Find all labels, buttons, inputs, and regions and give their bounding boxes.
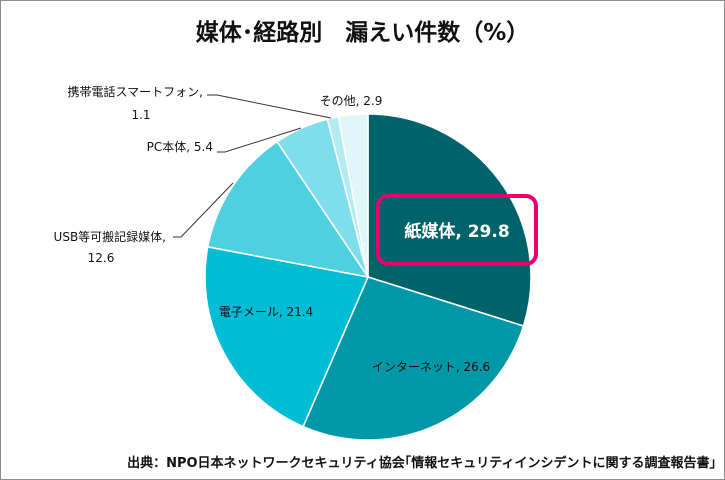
slice-label-3: USB等可搬記録媒体,	[54, 229, 166, 244]
slice-label-2: 電子メール, 21.4	[219, 305, 313, 319]
slice-label-0: 紙媒体, 29.8	[404, 221, 509, 242]
leader-line-4	[217, 127, 302, 153]
slice-value-3: 12.6	[88, 251, 115, 265]
chart-title: 媒体･経路別 漏えい件数（%）	[195, 20, 530, 46]
slice-label-6: その他, 2.9	[320, 94, 383, 108]
slice-label-4: PC本体, 5.4	[147, 140, 213, 154]
pie-slice-1	[302, 276, 525, 441]
source-note: 出典：NPO日本ネットワークセキュリティ協会｢情報セキュリティインシデントに関す…	[127, 456, 716, 471]
slice-label-1: インターネット, 26.6	[372, 360, 490, 374]
pie-slice-6	[337, 113, 369, 278]
leader-line-5	[207, 94, 332, 119]
pie-slice-0	[367, 113, 532, 327]
highlight-box	[376, 194, 538, 266]
slice-label-5: 携帯電話スマートフォン,	[68, 84, 203, 99]
slice-value-5: 1.1	[131, 108, 150, 122]
pie-slice-2	[204, 246, 370, 428]
leader-line-3	[173, 182, 234, 238]
pie-slice-3	[206, 140, 370, 279]
